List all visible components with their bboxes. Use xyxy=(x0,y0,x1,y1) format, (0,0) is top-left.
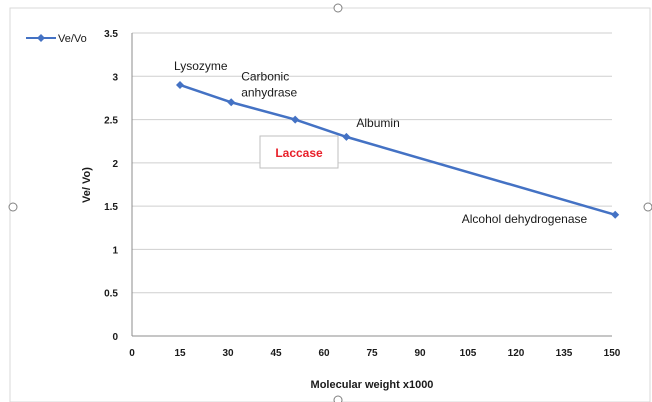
data-point-marker xyxy=(611,210,620,219)
annotation-box xyxy=(259,135,339,169)
y-tick-label: 3.5 xyxy=(104,29,118,40)
y-tick-label: 0.5 xyxy=(104,289,118,300)
y-tick-label: 2.5 xyxy=(104,116,118,127)
y-tick-label: 3 xyxy=(112,72,118,83)
x-tick-label: 60 xyxy=(318,348,330,359)
data-point-marker xyxy=(176,80,184,89)
x-tick-label: 90 xyxy=(414,348,426,359)
data-label: Alcohol dehydrogenase xyxy=(462,212,588,226)
data-point-marker xyxy=(227,98,236,107)
plot-series xyxy=(176,80,620,219)
data-label: anhydrase xyxy=(241,85,297,99)
x-tick-label: 15 xyxy=(174,348,186,359)
resize-handle-bottom[interactable] xyxy=(333,395,343,402)
data-point-marker xyxy=(342,132,351,141)
resize-handle-left[interactable] xyxy=(8,202,18,212)
resize-handle-top[interactable] xyxy=(333,3,343,13)
annotation-text: Laccase xyxy=(275,146,323,160)
x-tick-label: 135 xyxy=(556,348,573,359)
x-tick-labels: 0 15 30 45 60 75 90 105 120 135 150 xyxy=(129,348,621,359)
legend-marker xyxy=(37,34,45,42)
x-tick-label: 75 xyxy=(366,348,378,359)
x-tick-label: 45 xyxy=(270,348,282,359)
y-tick-label: 1 xyxy=(112,245,118,256)
y-tick-label: 2 xyxy=(112,159,118,170)
legend: Ve/Vo xyxy=(26,33,87,45)
point-labels: Lysozyme Carbonic anhydrase Albumin Alcohol … xyxy=(174,59,588,226)
resize-handle-right[interactable] xyxy=(643,202,652,212)
data-label: Carbonic xyxy=(241,69,289,83)
data-point-marker xyxy=(291,115,300,124)
y-tick-label: 0 xyxy=(112,332,118,343)
data-label: Lysozyme xyxy=(174,59,228,73)
y-axis-title: Ve/ Vo) xyxy=(81,167,93,203)
x-tick-label: 30 xyxy=(222,348,234,359)
data-label: Albumin xyxy=(356,116,399,130)
x-tick-label: 0 xyxy=(129,348,135,359)
x-tick-label: 150 xyxy=(604,348,621,359)
legend-label: Ve/Vo xyxy=(58,33,87,45)
y-tick-label: 1.5 xyxy=(104,202,118,213)
axes xyxy=(131,33,612,337)
gridlines xyxy=(132,32,612,294)
x-tick-label: 105 xyxy=(460,348,477,359)
y-tick-labels: 0 0.5 1 1.5 2 2.5 3 3.5 xyxy=(104,29,118,343)
x-tick-label: 120 xyxy=(508,348,525,359)
x-axis-title: Molecular weight x1000 xyxy=(311,379,434,391)
